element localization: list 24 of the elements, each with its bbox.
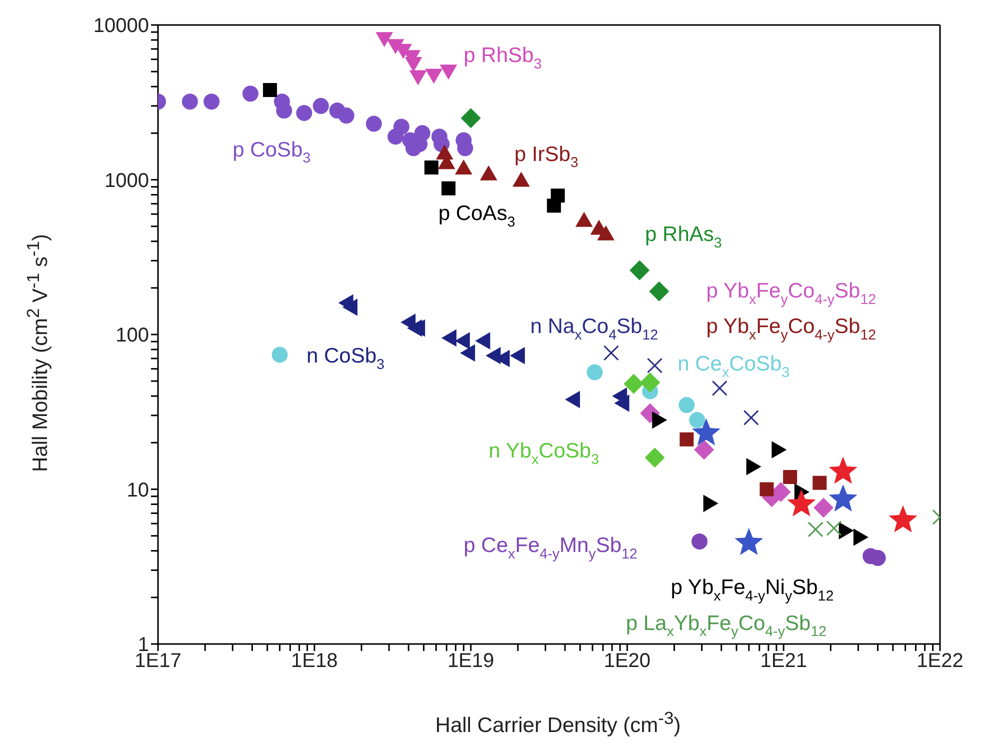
series-label: n CoSb$_{3}$ — [306, 344, 385, 373]
text: p Ce$_{x}$Fe$_{4-y}$Mn$_{y}$Sb$_{12}$ — [464, 534, 638, 562]
series-label: n Ce$_{x}$CoSb$_{3}$ — [678, 352, 790, 381]
y-tick-label: 10 — [126, 479, 149, 502]
text: p La$_{x}$Yb$_{x}$Fe$_{y}$Co$_{4-y}$Sb$_{12}$ — [626, 611, 827, 640]
x-tick-label: 1E21 — [760, 650, 807, 672]
text: n Yb$_{x}$CoSb$_{3}$ — [488, 439, 600, 468]
series-label: n Na$_{x}$Co$_{4}$Sb$_{12}$ — [530, 314, 658, 344]
series-label: p CoAs$_{3}$ — [438, 202, 516, 230]
text: p Yb$_{x}$Fe$_{y}$Co$_{4-y}$Sb$_{12}$ — [706, 278, 876, 308]
x-tick-label: 1E22 — [916, 650, 964, 672]
x-tick-label: 1E20 — [604, 650, 651, 672]
series-label: p RhAs$_{3}$ — [645, 222, 722, 252]
text: p Yb$_{x}$Fe$_{y}$Co$_{4-y}$Sb$_{12}$ — [706, 314, 876, 344]
y-tick-label: 1000 — [104, 170, 149, 192]
x-axis-title: Hall Carrier Density (cm$^{-3}$) — [434, 708, 682, 738]
x-tick-label: 1E19 — [447, 650, 494, 672]
y-tick-label: 100 — [116, 324, 149, 347]
series-label: p CoSb$_{3}$ — [232, 138, 311, 166]
y-tick-label: 10000 — [93, 15, 149, 38]
series-label: p RhSb$_{3}$ — [464, 44, 542, 72]
series-label: p Yb$_{x}$Fe$_{4-y}$Ni$_{y}$Sb$_{12}$ — [670, 576, 834, 604]
x-tick-label: 1E18 — [291, 650, 338, 672]
series-label: p IrSb$_{3}$ — [514, 142, 578, 171]
